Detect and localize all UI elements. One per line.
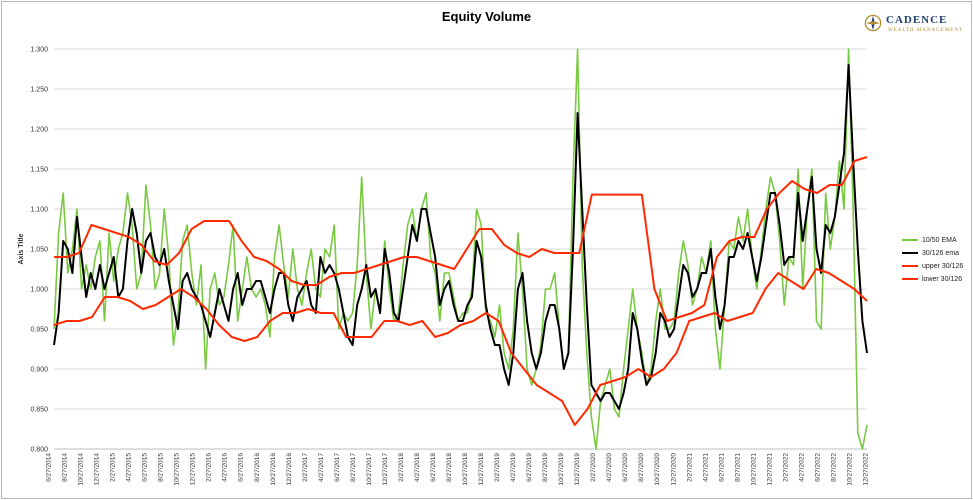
legend-label: 30/126 ema [922,250,959,257]
x-tick-label: 12/27/2021 [766,453,773,486]
x-tick-label: 6/27/2015 [142,453,149,482]
x-tick-label: 8/27/2017 [350,453,357,482]
x-tick-label: 4/27/2019 [510,453,517,482]
x-tick-label: 10/27/2015 [174,453,181,486]
series-line [53,268,868,426]
x-tick-label: 12/27/2018 [478,453,485,486]
x-tick-label: 10/27/2021 [750,453,757,486]
legend-swatch [902,239,918,242]
x-tick-label: 8/27/2015 [158,453,165,482]
series-lines [53,48,868,450]
chart-title: Equity Volume [441,9,532,24]
x-tick-label: 4/27/2022 [798,453,805,482]
y-tick-label: 0.950 [30,327,48,334]
x-tick-label: 2/27/2017 [302,453,309,482]
x-tick-label: 4/27/2016 [222,453,229,482]
x-tick-label: 2/27/2020 [590,453,597,482]
y-tick-label: 1.250 [30,87,48,94]
legend-item: 10/50 EMA [902,234,963,247]
x-tick-label: 12/27/2019 [574,453,581,486]
x-tick-label: 10/27/2020 [654,453,661,486]
x-tick-label: 10/27/2018 [462,453,469,486]
y-tick-label: 0.800 [30,447,48,454]
x-tick-label: 2/27/2015 [110,453,117,482]
x-tick-label: 6/27/2018 [430,453,437,482]
y-tick-label: 1.100 [30,207,48,214]
x-tick-label: 10/27/2014 [78,453,85,486]
legend: 10/50 EMA 30/126 ema upper 30/126 lower 30/… [902,234,963,286]
x-tick-label: 12/27/2016 [286,453,293,486]
x-tick-label: 8/27/2021 [734,453,741,482]
x-tick-label: 10/27/2016 [270,453,277,486]
x-tick-label: 8/27/2014 [62,453,69,482]
y-axis-label: Axis Title [18,233,25,264]
y-tick-label: 0.900 [30,367,48,374]
x-tick-label: 4/27/2020 [606,453,613,482]
x-tick-label: 8/27/2016 [254,453,261,482]
legend-item: 30/126 ema [902,247,963,260]
x-tick-label: 10/27/2017 [366,453,373,486]
x-tick-label: 6/27/2016 [238,453,245,482]
x-axis-ticks: 6/27/2014 8/27/2014 10/27/2014 12/27/2014 2/… [46,453,870,486]
x-tick-label: 4/27/2021 [702,453,709,482]
x-tick-label: 12/27/2022 [863,453,870,486]
legend-label: lower 30/126 [922,276,963,283]
x-tick-label: 4/27/2017 [318,453,325,482]
legend-item: lower 30/126 [902,273,963,286]
x-tick-label: 8/27/2018 [446,453,453,482]
legend-label: 10/50 EMA [922,237,957,244]
x-tick-label: 4/27/2018 [414,453,421,482]
legend-swatch [902,265,918,268]
x-tick-label: 6/27/2022 [814,453,821,482]
logo-tagline: WEALTH MANAGEMENT [888,28,964,33]
company-logo: CADENCE WEALTH MANAGEMENT [858,10,970,44]
gridlines [54,48,867,450]
x-tick-label: 2/27/2021 [686,453,693,482]
y-tick-label: 1.200 [30,127,48,134]
x-tick-label: 2/27/2022 [782,453,789,482]
x-tick-label: 8/27/2020 [638,453,645,482]
x-tick-label: 2/27/2019 [494,453,501,482]
legend-label: upper 30/126 [922,263,964,270]
legend-item: upper 30/126 [902,260,963,273]
x-tick-label: 10/27/2019 [558,453,565,486]
y-tick-label: 1.050 [30,247,48,254]
x-tick-label: 10/27/2022 [846,453,853,486]
x-tick-label: 12/27/2015 [190,453,197,486]
x-tick-label: 6/27/2019 [526,453,533,482]
x-tick-label: 8/27/2019 [542,453,549,482]
legend-swatch [902,252,918,255]
compass-icon [864,14,882,32]
x-tick-label: 12/27/2020 [670,453,677,486]
x-tick-label: 6/27/2020 [622,453,629,482]
y-tick-label: 1.300 [30,47,48,54]
series-line [53,64,868,410]
x-tick-label: 12/27/2017 [382,453,389,486]
x-tick-label: 6/27/2014 [46,453,53,482]
y-tick-label: 1.000 [30,287,48,294]
series-line [54,156,868,322]
x-tick-label: 4/27/2015 [126,453,133,482]
logo-name: CADENCE [886,14,948,26]
x-tick-label: 6/27/2021 [718,453,725,482]
y-tick-label: 0.850 [30,407,48,414]
series-line [53,48,868,450]
legend-swatch [902,278,918,281]
x-tick-label: 2/27/2018 [398,453,405,482]
x-tick-label: 6/27/2017 [334,453,341,482]
y-tick-label: 1.150 [30,167,48,174]
x-tick-label: 8/27/2022 [830,453,837,482]
x-tick-label: 2/27/2016 [206,453,213,482]
y-axis-ticks: 0.800 0.850 0.900 0.950 1.000 1.050 1.100 1.150… [30,47,48,454]
x-tick-label: 12/27/2014 [94,453,101,486]
